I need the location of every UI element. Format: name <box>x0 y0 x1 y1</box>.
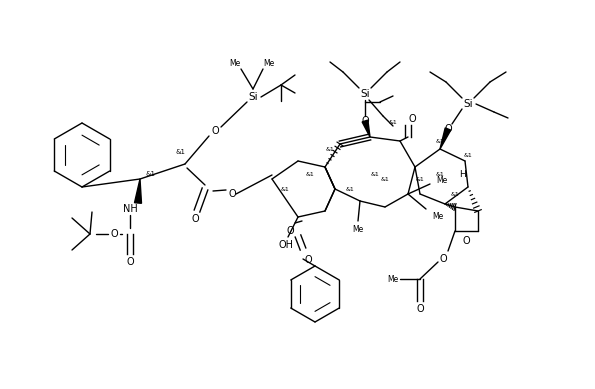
Text: Si: Si <box>463 99 473 109</box>
Text: Me: Me <box>230 58 240 68</box>
Text: O: O <box>304 255 312 265</box>
Text: O: O <box>408 114 416 124</box>
Text: &1: &1 <box>306 172 314 177</box>
Text: Me: Me <box>352 224 364 233</box>
Text: O: O <box>444 124 452 134</box>
Text: O: O <box>286 226 294 236</box>
Text: O: O <box>416 304 424 314</box>
Text: O: O <box>228 189 236 199</box>
Text: &1: &1 <box>389 119 397 124</box>
Text: O: O <box>439 254 447 264</box>
Text: &1: &1 <box>175 149 185 155</box>
Text: O: O <box>361 116 369 126</box>
Text: O: O <box>191 214 199 224</box>
Text: &1: &1 <box>436 172 444 177</box>
Text: Me: Me <box>264 58 275 68</box>
Polygon shape <box>440 128 451 149</box>
Text: Si: Si <box>360 89 370 99</box>
Text: &1: &1 <box>416 177 424 182</box>
Text: Me: Me <box>436 175 447 184</box>
Text: &1: &1 <box>436 138 444 144</box>
Text: Me: Me <box>387 275 399 284</box>
Text: &1: &1 <box>381 177 389 182</box>
Text: &1: &1 <box>281 186 289 191</box>
Text: H: H <box>459 170 465 179</box>
Text: &1: &1 <box>371 172 380 177</box>
Text: &1: &1 <box>464 152 472 158</box>
Text: &1: &1 <box>145 171 155 177</box>
Text: O: O <box>211 126 219 136</box>
Text: NH: NH <box>123 204 137 214</box>
Text: &1: &1 <box>450 191 459 196</box>
Text: O: O <box>462 236 470 246</box>
Text: O: O <box>110 229 118 239</box>
Text: &1: &1 <box>325 147 334 151</box>
Polygon shape <box>362 120 370 137</box>
Polygon shape <box>134 179 142 203</box>
Text: OH: OH <box>278 240 293 250</box>
Text: Me: Me <box>433 212 444 221</box>
Text: O: O <box>126 257 134 267</box>
Text: &1: &1 <box>346 186 355 191</box>
Text: Si: Si <box>248 92 258 102</box>
